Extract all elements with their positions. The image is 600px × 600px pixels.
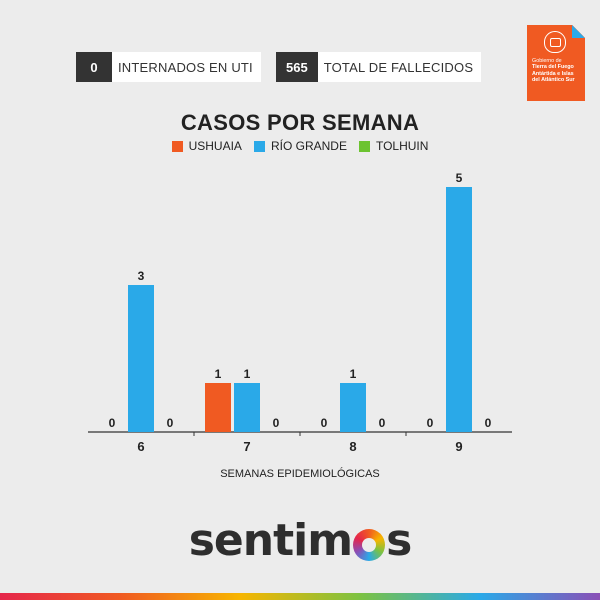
data-label-rio-grande-week-8: 1 (350, 367, 357, 381)
government-logo: Gobierno de Tierra del Fuego Antártida e… (527, 25, 585, 101)
legend-item-tolhuin: TOLHUIN (358, 139, 429, 153)
stat-internados-value: 0 (76, 52, 112, 82)
brand-ring-icon (353, 528, 386, 561)
data-label-tolhuin-week-8: 0 (379, 416, 386, 430)
sentimos-brand-logo: sentim s (0, 515, 600, 566)
stat-internados-uti: 0 INTERNADOS EN UTI (76, 52, 261, 82)
data-label-rio-grande-week-6: 3 (138, 269, 145, 283)
stat-internados-label: INTERNADOS EN UTI (112, 52, 261, 82)
data-label-tolhuin-week-9: 0 (485, 416, 492, 430)
x-tick-label-9: 9 (455, 439, 462, 454)
bar-rio-grande-week-7 (234, 383, 260, 432)
logo-line-3: Antártida e Islas (532, 70, 574, 77)
government-logo-text: Gobierno de Tierra del Fuego Antártida e… (532, 58, 582, 83)
legend-label-tolhuin: TOLHUIN (375, 139, 429, 153)
legend-swatch-rio-grande (253, 140, 265, 152)
brand-wordmark: sentim s (188, 515, 413, 566)
brand-text-start: sentim (188, 515, 353, 566)
logo-line-4: del Atlántico Sur (532, 76, 575, 83)
stat-fallecidos-label: TOTAL DE FALLECIDOS (317, 52, 482, 82)
x-axis-title: SEMANAS EPIDEMIOLÓGICAS (220, 467, 380, 480)
logo-line-2: Tierra del Fuego (532, 64, 574, 71)
legend-label-rio-grande: RÍO GRANDE (270, 139, 347, 153)
data-label-ushuaia-week-7: 1 (215, 367, 222, 381)
x-tick-label-6: 6 (137, 439, 144, 454)
data-label-tolhuin-week-6: 0 (167, 416, 174, 430)
data-label-ushuaia-week-6: 0 (109, 416, 116, 430)
stat-fallecidos-value: 565 (276, 52, 318, 82)
stat-total-fallecidos: 565 TOTAL DE FALLECIDOS (276, 52, 482, 82)
bar-rio-grande-week-8 (340, 383, 366, 432)
bar-rio-grande-week-6 (128, 285, 154, 432)
data-label-ushuaia-week-8: 0 (321, 416, 328, 430)
brand-text-end: s (386, 515, 412, 566)
provincial-seal-icon (544, 31, 566, 53)
x-tick-label-8: 8 (349, 439, 356, 454)
legend-item-rio-grande: RÍO GRANDE (253, 139, 347, 153)
data-label-rio-grande-week-7: 1 (244, 367, 251, 381)
x-tick-label-7: 7 (243, 439, 250, 454)
data-label-tolhuin-week-7: 0 (273, 416, 280, 430)
chart-title: CASOS POR SEMANA (180, 110, 420, 135)
data-label-rio-grande-week-9: 5 (456, 171, 463, 185)
legend-item-ushuaia: USHUAIA (171, 139, 242, 153)
chart-legend: USHUAIA RÍO GRANDE TOLHUIN (0, 139, 600, 153)
logo-line-1: Gobierno de (532, 58, 562, 64)
bottom-color-strip (0, 593, 600, 600)
legend-label-ushuaia: USHUAIA (188, 139, 242, 153)
bar-rio-grande-week-9 (446, 187, 472, 432)
bar-ushuaia-week-7 (205, 383, 231, 432)
data-label-ushuaia-week-9: 0 (427, 416, 434, 430)
legend-swatch-ushuaia (171, 140, 183, 152)
legend-swatch-tolhuin (358, 140, 370, 152)
